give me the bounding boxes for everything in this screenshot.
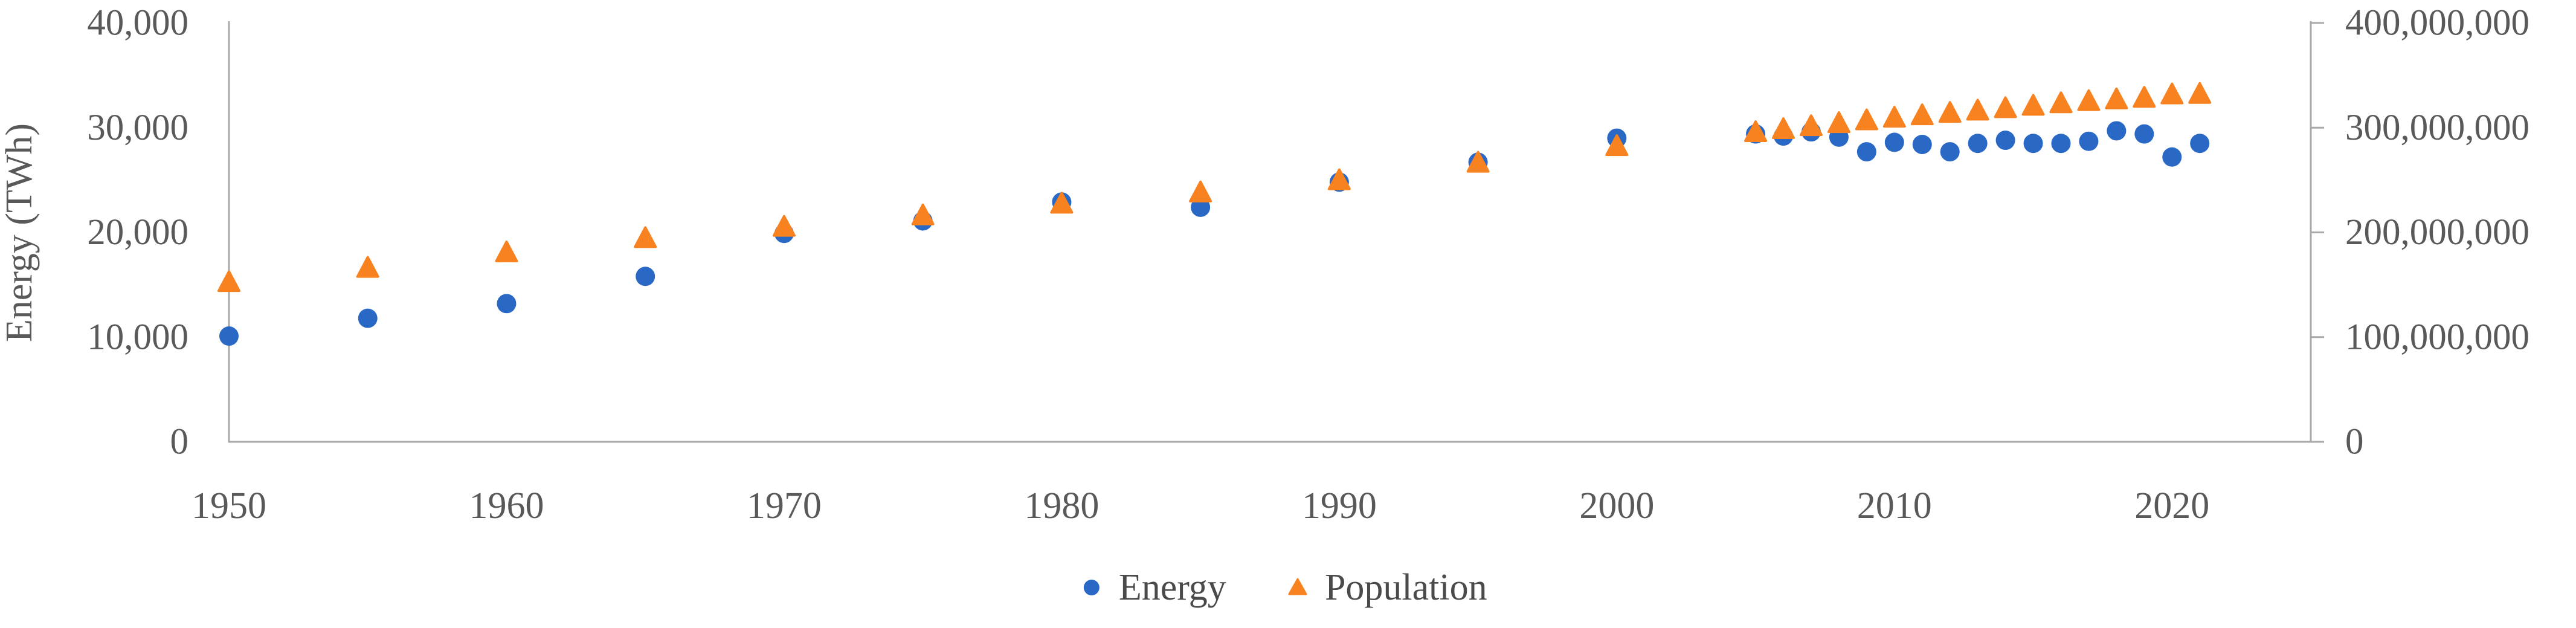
energy-point-2009	[1856, 142, 1876, 162]
population-point-1990	[1327, 168, 1351, 190]
energy-point-2014	[1995, 131, 2015, 151]
energy-point-2016	[2051, 134, 2071, 154]
data-points-layer	[217, 82, 2212, 346]
y-right-tick-label: 0	[2345, 422, 2364, 462]
y-right-tick-label: 200,000,000	[2345, 212, 2529, 253]
energy-point-2018	[2107, 121, 2127, 141]
y-left-tick-label: 40,000	[87, 3, 188, 44]
population-point-2000	[1605, 134, 1629, 157]
legend-population-triangle-icon	[1288, 578, 1307, 595]
energy-point-1985	[1191, 197, 1211, 217]
y-left-tick-label: 30,000	[87, 108, 188, 148]
population-point-2007	[1799, 114, 1823, 137]
population-point-2013	[1966, 99, 1989, 121]
energy-point-2011	[1912, 134, 1932, 154]
energy-point-2015	[2023, 134, 2043, 154]
population-point-1970	[772, 215, 796, 237]
energy-point-2013	[1968, 134, 1988, 154]
population-point-1960	[495, 240, 518, 262]
energy-point-2021	[2190, 134, 2210, 154]
legend-energy-circle-icon	[1083, 580, 1100, 595]
population-point-2011	[1910, 103, 1934, 126]
x-tick-label: 1950	[192, 485, 266, 526]
population-point-2009	[1855, 108, 1878, 131]
y-left-tick-label: 0	[170, 422, 189, 462]
population-point-2008	[1827, 111, 1850, 134]
y-left-tick-label: 10,000	[87, 317, 188, 357]
population-point-2012	[1938, 101, 1962, 123]
energy-point-2010	[1884, 132, 1904, 152]
energy-point-2020	[2162, 147, 2182, 167]
population-point-2010	[1882, 106, 1906, 128]
energy-point-1950	[219, 326, 239, 346]
population-point-2015	[2021, 94, 2045, 116]
axes-layer: 0 10,000 20,000 30,000 40,000 0 100,000,000 200…	[87, 3, 2529, 527]
population-point-1955	[356, 256, 379, 278]
energy-point-1955	[358, 308, 378, 328]
x-tick-label: 1980	[1024, 485, 1099, 526]
x-tick-label: 2020	[2134, 485, 2209, 526]
population-point-1975	[911, 203, 935, 225]
x-tick-label: 2010	[1857, 485, 1932, 526]
population-point-1965	[634, 226, 657, 248]
population-point-2016	[2049, 91, 2073, 114]
population-point-2014	[1994, 96, 2017, 118]
population-point-2005	[1744, 120, 1768, 143]
y-right-tick-label: 400,000,000	[2345, 3, 2529, 44]
x-tick-label: 2000	[1579, 485, 1654, 526]
population-point-1950	[217, 270, 240, 293]
population-point-2021	[2188, 82, 2212, 104]
population-point-1985	[1189, 180, 1212, 202]
energy-point-1960	[497, 294, 517, 314]
chart-legend: Energy Population	[1083, 567, 1487, 608]
y-right-tick-label: 100,000,000	[2345, 317, 2529, 357]
energy-point-2012	[1940, 142, 1960, 162]
energy-point-2019	[2134, 124, 2154, 144]
population-point-2018	[2105, 87, 2128, 109]
population-point-2006	[1772, 117, 1795, 140]
population-point-2017	[2077, 89, 2101, 111]
y-right-tick-label: 300,000,000	[2345, 108, 2529, 148]
energy-point-1965	[636, 267, 655, 286]
x-tick-label: 1970	[747, 485, 822, 526]
population-point-1980	[1050, 192, 1074, 214]
population-point-2019	[2133, 86, 2156, 108]
legend-label-population: Population	[1325, 567, 1487, 608]
y-axis-title: Energy (TWh)	[0, 123, 40, 342]
x-tick-label: 1960	[469, 485, 544, 526]
y-left-tick-label: 20,000	[87, 212, 188, 253]
population-point-1995	[1466, 151, 1490, 173]
population-point-2020	[2160, 82, 2184, 105]
energy-point-2017	[2079, 131, 2099, 151]
x-tick-label: 1990	[1302, 485, 1377, 526]
legend-label-energy: Energy	[1119, 567, 1226, 608]
